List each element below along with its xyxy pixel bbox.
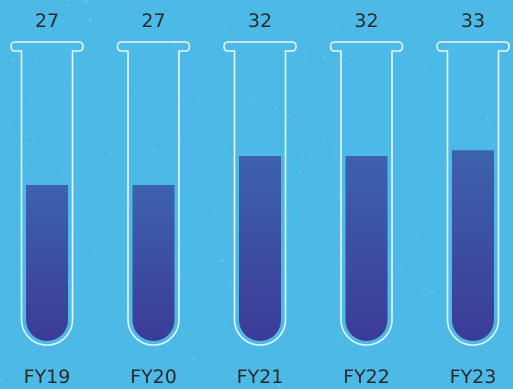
category-label-fy20: FY20: [130, 366, 177, 388]
tube-outline-fy22: [329, 41, 404, 346]
category-label-fy23: FY23: [450, 366, 497, 388]
category-label-fy21: FY21: [237, 366, 284, 388]
bar-fy19: [26, 184, 68, 341]
value-label-fy23: 33: [461, 10, 485, 32]
value-label-fy20: 27: [141, 10, 165, 32]
category-labels-group: FY19 FY20 FY21 FY22 FY23: [24, 366, 497, 388]
bar-fy21: [239, 156, 281, 341]
tube-outline-fy21: [223, 41, 297, 346]
bars-group: [26, 150, 494, 341]
value-label-fy22: 32: [354, 10, 378, 32]
tube-outline-fy19: [10, 41, 84, 346]
category-label-fy19: FY19: [24, 366, 71, 388]
value-labels-group: 27 27 32 32 33: [35, 10, 485, 32]
bar-fy22: [345, 156, 388, 341]
tube-outline-fy23: [436, 41, 510, 346]
category-label-fy22: FY22: [343, 366, 390, 388]
value-label-fy19: 27: [35, 10, 59, 32]
bar-fy20: [132, 184, 175, 341]
bar-fy23: [452, 150, 494, 341]
tube-outline-fy20: [116, 41, 191, 346]
tubes-group: [10, 41, 510, 346]
value-label-fy21: 32: [248, 10, 272, 32]
